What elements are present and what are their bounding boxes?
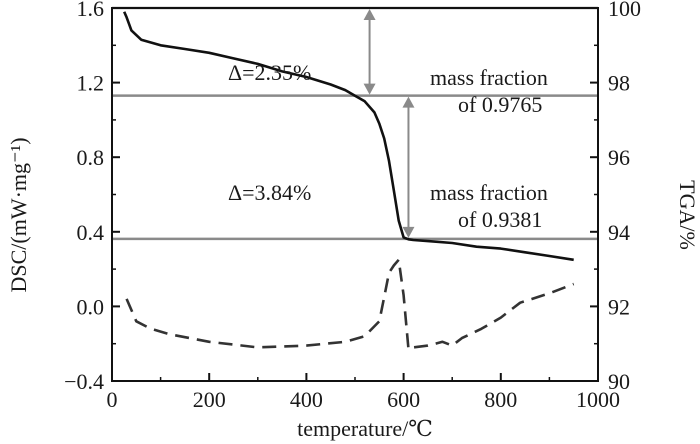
series-layer	[123, 11, 575, 351]
annotation-delta-2: Δ=3.84%	[228, 180, 311, 205]
y-axis-label-left: DSC/(mW·mg⁻¹)	[6, 137, 31, 292]
x-tick-label: 800	[484, 387, 517, 412]
x-axis-label: temperature/℃	[297, 416, 433, 441]
x-tick-label: 600	[387, 387, 420, 412]
x-tick-label: 200	[193, 387, 226, 412]
y-axis-label-right: TGA/%	[675, 180, 700, 250]
annotation-delta-1: Δ=2.35%	[228, 60, 311, 85]
y-tick-label-left: 1.6	[77, 0, 105, 21]
arrow-1-head-top	[363, 9, 376, 20]
arrow-2-head-top	[402, 96, 415, 108]
series-tga-line	[123, 11, 574, 262]
y-tick-label-right: 100	[608, 0, 641, 21]
series-dsc-line	[125, 258, 575, 351]
y-tick-label-left: 0.4	[77, 220, 105, 245]
annotations: Δ=2.35% Δ=3.84% mass fraction of 0.9765 …	[228, 60, 548, 232]
y-tick-label-left: 0.0	[77, 294, 105, 319]
y-tick-label-right: 96	[608, 145, 630, 170]
y-tick-label-left: −0.4	[64, 369, 104, 394]
arrow-2-head-bottom	[402, 226, 415, 238]
x-tick-label: 1000	[576, 387, 620, 412]
y-tick-label-right: 94	[608, 220, 630, 245]
y-tick-label-left: 1.2	[77, 71, 105, 96]
y-tick-label-right: 92	[608, 294, 630, 319]
plot-frame	[111, 7, 599, 382]
annotation-mass-fraction-2-line1: mass fraction	[430, 180, 548, 205]
x-tick-label: 0	[107, 387, 118, 412]
annotation-mass-fraction-2-line2: of 0.9381	[458, 207, 542, 232]
tick-labels: 0 200 400 600 800 1000 −0.4 0.0 0.4 0.8 1.2 1.6 90 92…	[64, 0, 641, 412]
arrow-1-head-bottom	[363, 83, 376, 95]
y-tick-label-right: 90	[608, 369, 630, 394]
annotation-mass-fraction-1-line2: of 0.9765	[458, 92, 542, 117]
annotation-mass-fraction-1-line1: mass fraction	[430, 65, 548, 90]
y-tick-label-right: 98	[608, 71, 630, 96]
x-tick-label: 400	[290, 387, 323, 412]
y-tick-label-left: 0.8	[77, 145, 105, 170]
